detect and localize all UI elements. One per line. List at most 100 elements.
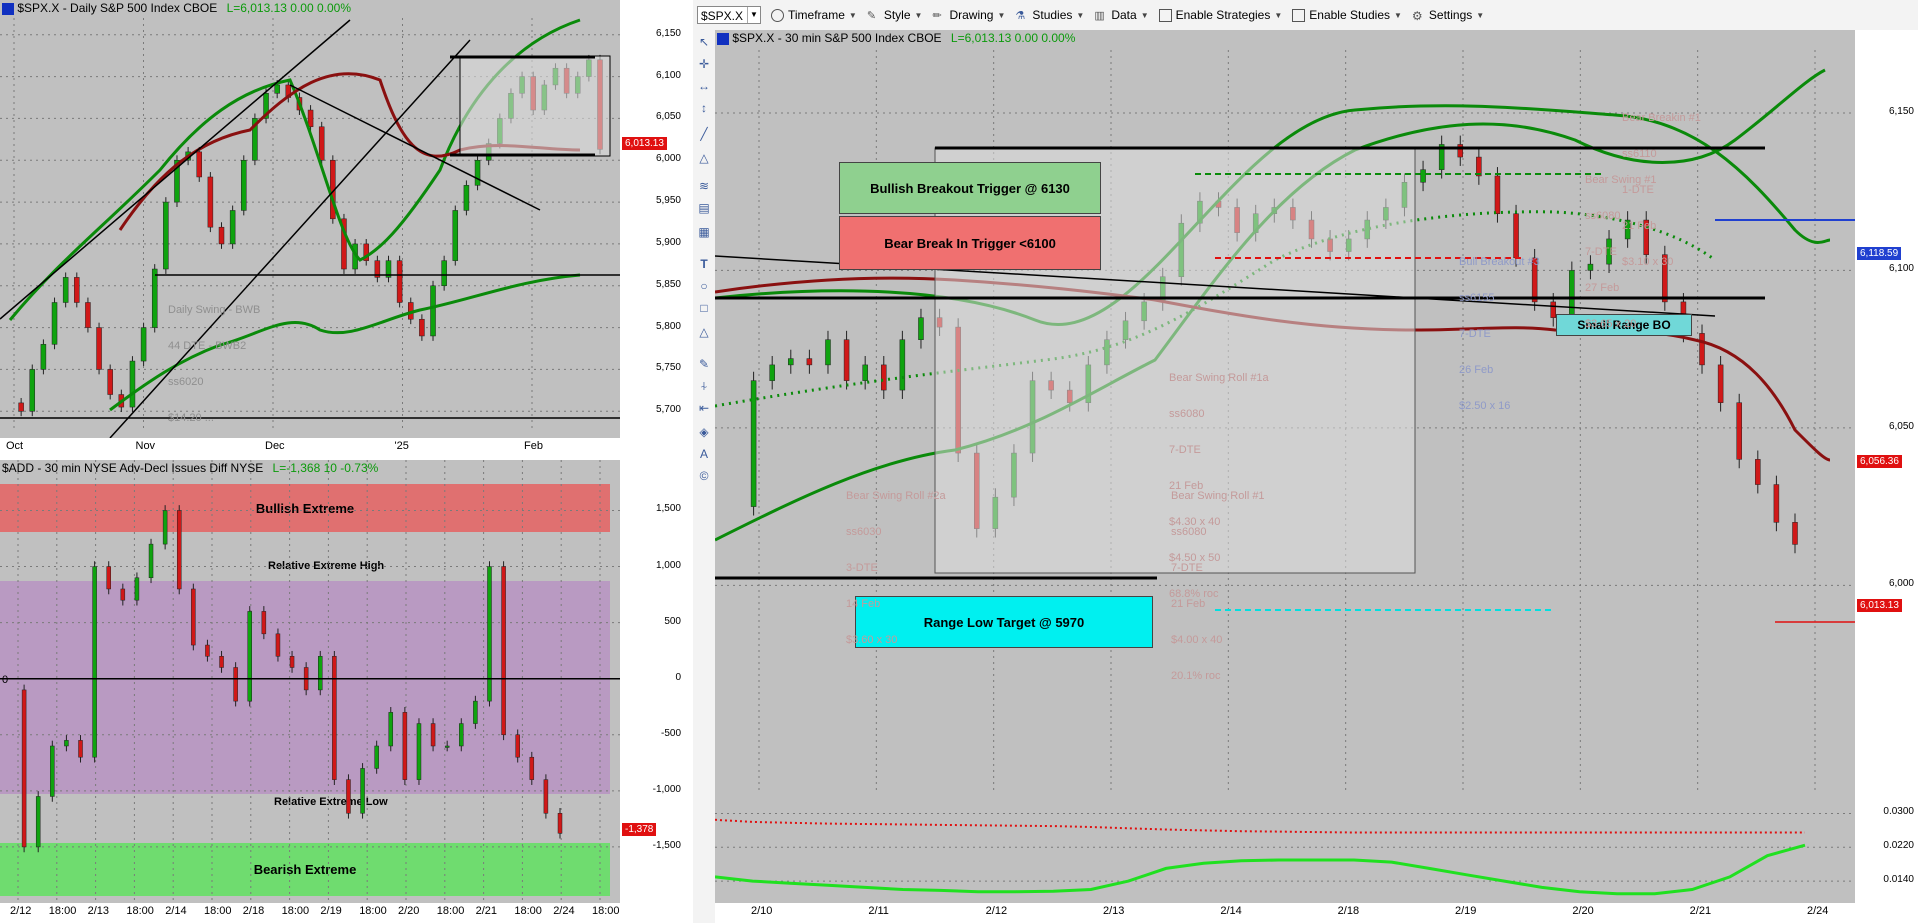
vertical-pan-icon[interactable]: ↕ — [701, 101, 707, 115]
bullish-breakout-trigger-box[interactable]: Bullish Breakout Trigger @ 6130 — [839, 162, 1101, 214]
candle-body — [374, 745, 379, 769]
pencil-tool-icon[interactable]: ✎ — [698, 357, 710, 371]
channel-icon[interactable]: ▤ — [698, 201, 710, 215]
candle-body — [261, 611, 267, 635]
trendline-icon[interactable]: ╱ — [700, 127, 708, 141]
x-tick-label: 18:00 — [281, 905, 310, 917]
drawing-menu[interactable]: ✏ Drawing ▼ — [932, 8, 1006, 22]
daily-price-plot — [0, 18, 620, 438]
symbol-dropdown-icon[interactable]: ▼ — [747, 7, 760, 23]
y-tick-label: 6,100 — [1888, 263, 1914, 275]
study-y-axis[interactable]: 0.0140 0.0220 0.0300 — [1855, 800, 1918, 903]
daily-last-price-flag: 6,013.13 — [622, 137, 667, 150]
clock-icon — [771, 8, 784, 22]
candle-body — [543, 779, 549, 814]
symbol-input[interactable]: $SPX.X ▼ — [697, 6, 761, 24]
horizontal-pan-icon[interactable]: ↔ — [698, 79, 710, 93]
candle-body — [120, 588, 126, 601]
x-tick-label: 18:00 — [48, 905, 77, 917]
candle-body — [64, 740, 69, 747]
polygon-tool-icon[interactable]: △ — [699, 325, 709, 339]
candle-body — [862, 364, 868, 381]
candle-body — [402, 712, 408, 780]
strategy-icon — [1158, 8, 1172, 22]
relative-low-label: Relative Extreme Low — [274, 796, 388, 808]
cursor-icon[interactable]: ↖ — [698, 35, 710, 49]
y-tick-label: 0 — [675, 671, 681, 683]
y-tick-label: 5,700 — [655, 404, 681, 416]
candle-body — [233, 667, 238, 702]
candle-body — [430, 285, 436, 337]
candle-body — [1569, 270, 1575, 318]
text-label-icon[interactable]: A — [699, 447, 708, 461]
bear-swing-roll-2a-note: Bear Swing Roll #2a ss6030 3-DTE 14 Feb … — [846, 490, 946, 646]
pencil-icon: ✏ — [932, 9, 942, 22]
intraday-x-axis[interactable]: 2/10 2/11 2/12 2/13 2/14 2/18 2/19 2/20 2/21 2/24 — [715, 903, 1918, 923]
candle-body — [263, 93, 269, 119]
candle-body — [51, 302, 58, 345]
studies-menu[interactable]: ⚗ Studies ▼ — [1015, 8, 1085, 22]
candle-body — [788, 358, 794, 366]
x-tick-label: 18:00 — [126, 905, 154, 917]
trendline-upper — [0, 19, 351, 320]
daily-y-axis[interactable]: 5,700 5,750 5,800 5,850 5,900 5,950 6,000 6,050… — [620, 0, 685, 438]
candle-body — [1643, 219, 1649, 255]
text-tool-icon[interactable]: T — [700, 257, 708, 271]
bear-break-in-trigger-box[interactable]: Bear Break In Trigger <6100 — [839, 216, 1101, 270]
x-tick-label: 2/19 — [1455, 905, 1477, 917]
chevron-down-icon: ▼ — [997, 10, 1006, 20]
enable-studies-toggle[interactable]: Enable Studies ▼ — [1292, 8, 1402, 22]
intraday-y-axis[interactable]: 6,000 6,050 6,100 6,150 — [1855, 30, 1918, 800]
add-chart-title: $ADD - 30 min NYSE Adv-Decl Issues Diff … — [2, 461, 379, 475]
intraday-price-pane[interactable]: $SPX.X - 30 min S&P 500 Index CBOE L=6,0… — [715, 30, 1855, 800]
ellipse-tool-icon[interactable]: ○ — [700, 279, 708, 293]
add-y-axis[interactable]: -1,500 -1,000 -500 0 500 1,000 1,500 — [620, 460, 685, 903]
enable-strategies-toggle[interactable]: Enable Strategies ▼ — [1158, 8, 1282, 22]
fib-icon[interactable]: ≋ — [698, 179, 710, 193]
add-pane[interactable]: Bullish Extreme Bearish Extreme Relative… — [0, 460, 620, 903]
measure-tool-icon[interactable]: ⍭ — [700, 379, 708, 393]
y-tick-label: 6,150 — [1888, 105, 1914, 117]
candle-body — [205, 644, 210, 657]
candle-body — [385, 260, 392, 278]
candle-body — [219, 656, 224, 668]
settings-circle-icon[interactable]: © — [699, 469, 709, 483]
y-tick-label: 5,950 — [655, 195, 681, 207]
eraser-icon[interactable]: ◈ — [699, 425, 709, 439]
chevron-down-icon: ▼ — [1076, 10, 1085, 20]
x-tick-label: Dec — [265, 440, 285, 452]
small-range-bo-box[interactable]: Small Range BO — [1556, 314, 1692, 336]
candle-body — [444, 745, 450, 748]
triangle-icon[interactable]: △ — [699, 151, 709, 165]
candle-body — [252, 118, 258, 161]
candle-body — [289, 656, 295, 668]
add-x-axis[interactable]: 2/12 18:00 2/13 18:00 2/14 18:00 2/18 18:00 2/19… — [0, 903, 685, 923]
x-tick-label: '25 — [394, 440, 409, 452]
candle-body — [1773, 484, 1780, 523]
settings-menu[interactable]: ⚙ Settings ▼ — [1411, 8, 1485, 23]
crosshair-icon[interactable]: ✛ — [698, 57, 710, 71]
trendline-lower — [109, 39, 471, 438]
candle-body — [487, 566, 492, 702]
add-last-price-flag: -1,378 — [622, 823, 657, 836]
candle-body — [899, 339, 906, 391]
candle-body — [1420, 169, 1426, 183]
daily-price-pane[interactable]: $SPX.X - Daily S&P 500 Index CBOE L=6,01… — [0, 0, 620, 438]
timeframe-menu[interactable]: Timeframe ▼ — [771, 8, 857, 22]
rectangle-tool-icon[interactable]: ▦ — [698, 225, 710, 239]
daily-x-axis[interactable]: Oct Nov Dec '25 Feb — [0, 438, 685, 456]
x-tick-label: 18:00 — [359, 905, 387, 917]
style-menu[interactable]: ✎ Style ▼ — [866, 8, 923, 22]
arrow-tool-icon[interactable]: ⇤ — [698, 401, 710, 415]
square-tool-icon[interactable]: □ — [700, 301, 708, 315]
candle-body — [229, 210, 236, 245]
range-low-target-box[interactable]: Range Low Target @ 5970 — [855, 596, 1153, 648]
candle-body — [474, 159, 481, 186]
candle-body — [174, 159, 180, 203]
candle-body — [441, 260, 447, 287]
series-line — [715, 818, 1805, 834]
y-tick-label: -1,500 — [652, 839, 681, 851]
candle-body — [148, 543, 154, 579]
volatility-study-pane[interactable] — [715, 800, 1855, 903]
data-menu[interactable]: ▥ Data ▼ — [1094, 8, 1149, 22]
